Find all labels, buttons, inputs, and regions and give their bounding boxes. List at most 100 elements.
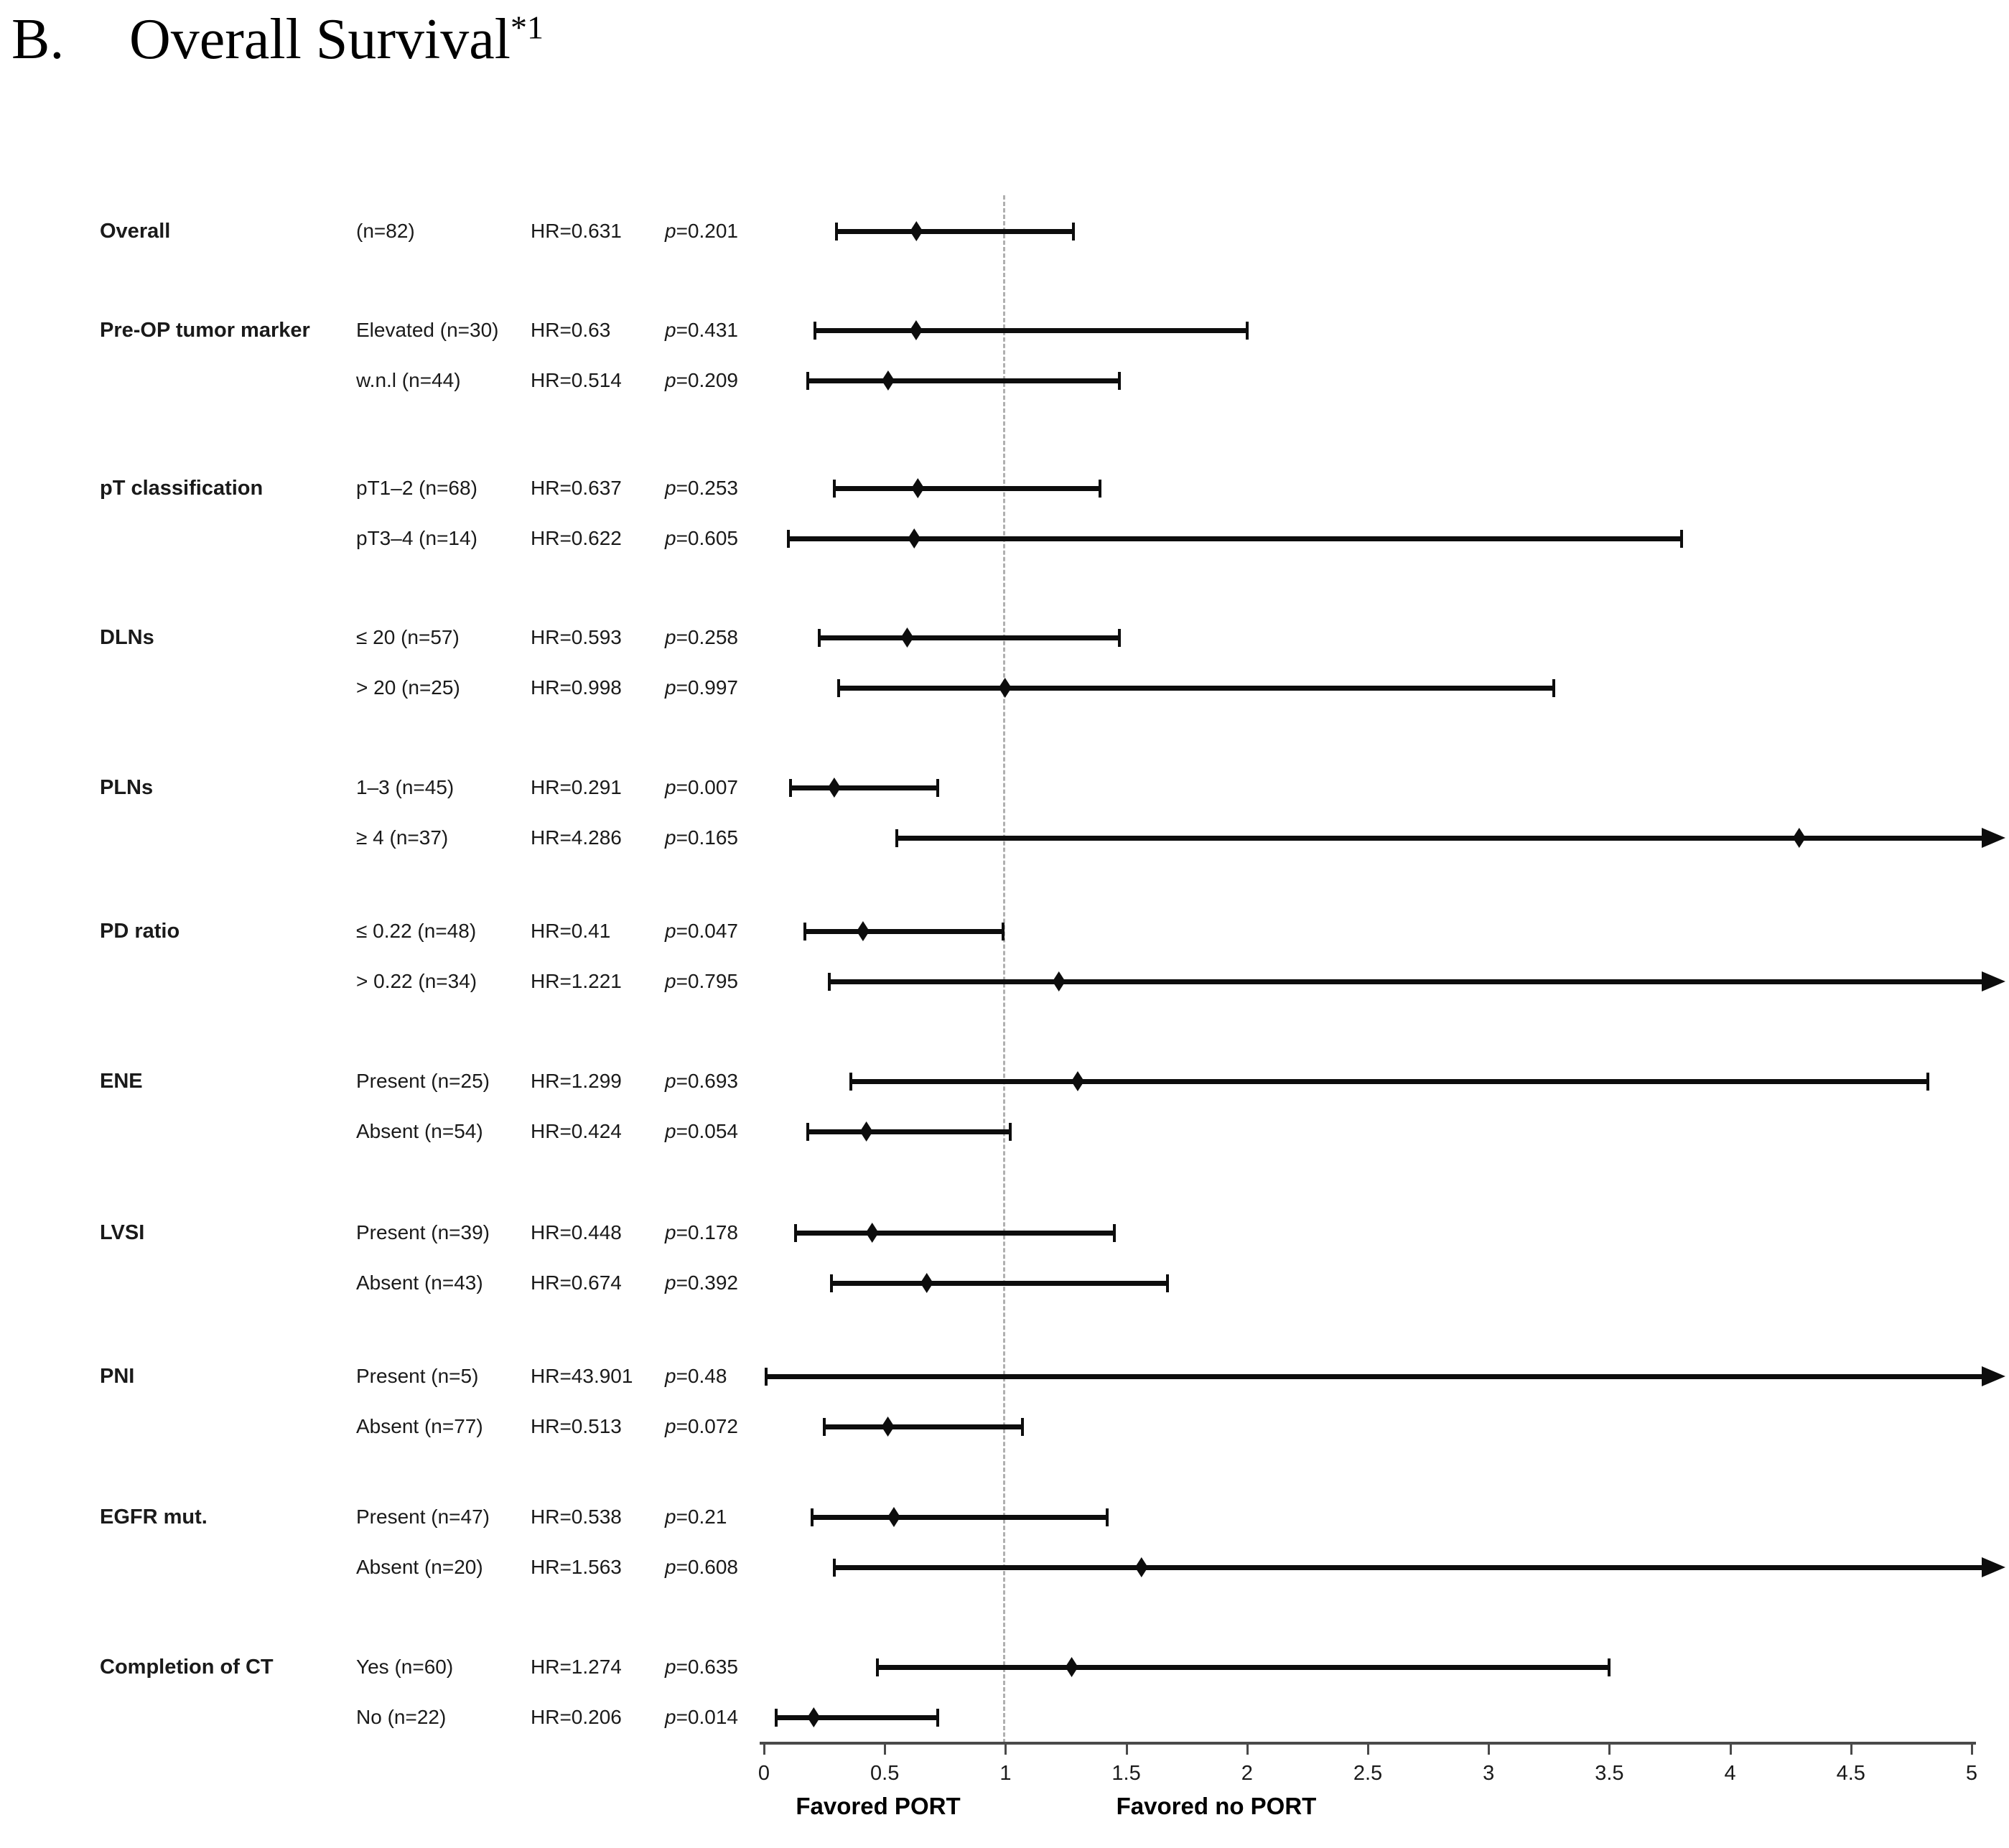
ci-cap-right bbox=[1552, 679, 1556, 697]
p-value: =0.165 bbox=[676, 826, 738, 849]
row-p-label: p=0.795 bbox=[665, 971, 738, 992]
ci-line bbox=[839, 686, 1554, 691]
p-value: =0.047 bbox=[676, 920, 738, 942]
row-p-label: p=0.431 bbox=[665, 319, 738, 341]
row-subgroup-label: Elevated (n=30) bbox=[356, 319, 499, 341]
row-subgroup-label: > 20 (n=25) bbox=[356, 676, 460, 699]
ci-cap-left bbox=[793, 1224, 797, 1242]
p-symbol: p bbox=[665, 676, 676, 699]
reference-line-hr1 bbox=[1003, 195, 1005, 1743]
ci-cap-left bbox=[832, 480, 836, 498]
row-p-label: p=0.007 bbox=[665, 777, 738, 798]
ci-cap-right bbox=[1105, 1508, 1109, 1526]
p-value: =0.635 bbox=[676, 1656, 738, 1678]
p-symbol: p bbox=[665, 319, 676, 341]
p-symbol: p bbox=[665, 1506, 676, 1528]
ci-line bbox=[836, 229, 1073, 234]
hr-point-marker bbox=[911, 478, 925, 498]
row-subgroup-label: pT3–4 (n=14) bbox=[356, 527, 477, 549]
x-axis-tick-label: 3.5 bbox=[1595, 1762, 1624, 1785]
ci-cap-left bbox=[789, 779, 792, 797]
ci-line bbox=[814, 328, 1247, 333]
x-axis-tick-label: 2 bbox=[1241, 1762, 1253, 1785]
row-hr-label: HR=0.513 bbox=[531, 1415, 622, 1437]
p-symbol: p bbox=[665, 477, 676, 499]
ci-line bbox=[897, 836, 1985, 841]
row-hr-label: HR=0.63 bbox=[531, 319, 611, 341]
row-hr-label: HR=0.622 bbox=[531, 527, 622, 549]
x-axis-tick-label: 3 bbox=[1483, 1762, 1495, 1785]
row-subgroup-label: 1–3 (n=45) bbox=[356, 776, 455, 798]
p-value: =0.608 bbox=[676, 1556, 738, 1578]
ci-cap-right bbox=[1245, 322, 1249, 340]
ci-cap-left bbox=[806, 372, 809, 390]
p-symbol: p bbox=[665, 220, 676, 242]
row-category-label: Pre-OP tumor marker bbox=[100, 319, 310, 342]
row-category-label: Overall bbox=[100, 220, 171, 243]
row-p-label: p=0.014 bbox=[665, 1707, 738, 1728]
row-category-label: PNI bbox=[100, 1365, 135, 1388]
ci-cap-right bbox=[1926, 1073, 1930, 1091]
row-subgroup-label: Yes (n=60) bbox=[356, 1656, 454, 1678]
x-axis-tick-label: 0 bbox=[758, 1762, 770, 1785]
figure-title-prefix: B. bbox=[11, 8, 65, 71]
row-p-label: p=0.258 bbox=[665, 627, 738, 648]
ci-cap-left bbox=[876, 1658, 880, 1676]
x-axis-tick bbox=[1729, 1743, 1732, 1755]
favored-no-port-label: Favored no PORT bbox=[1116, 1793, 1317, 1819]
hr-point-marker bbox=[920, 1273, 933, 1293]
x-axis-tick-label: 0.5 bbox=[870, 1762, 900, 1785]
row-p-label: p=0.693 bbox=[665, 1070, 738, 1092]
x-axis-tick bbox=[763, 1743, 765, 1755]
row-p-label: p=0.608 bbox=[665, 1557, 738, 1578]
x-axis-tick bbox=[1850, 1743, 1852, 1755]
ci-line bbox=[788, 536, 1682, 541]
p-value: =0.072 bbox=[676, 1415, 738, 1437]
row-hr-label: HR=1.274 bbox=[531, 1656, 622, 1678]
favored-port-label: Favored PORT bbox=[796, 1793, 961, 1819]
p-value: =0.392 bbox=[676, 1271, 738, 1294]
x-axis-tick bbox=[1971, 1743, 1973, 1755]
ci-line bbox=[791, 785, 938, 790]
row-hr-label: HR=0.674 bbox=[531, 1271, 622, 1294]
p-symbol: p bbox=[665, 1556, 676, 1578]
row-subgroup-label: Present (n=39) bbox=[356, 1221, 490, 1243]
row-subgroup-label: Absent (n=54) bbox=[356, 1120, 483, 1142]
row-subgroup-label: Present (n=25) bbox=[356, 1070, 490, 1092]
ci-cap-right bbox=[1098, 480, 1101, 498]
ci-cap-right bbox=[1165, 1274, 1169, 1292]
ci-line bbox=[812, 1515, 1107, 1520]
row-hr-label: HR=4.286 bbox=[531, 826, 622, 849]
ci-line bbox=[829, 979, 1985, 984]
ci-cap-right bbox=[1002, 923, 1005, 941]
ci-cap-right bbox=[936, 1709, 940, 1727]
row-subgroup-label: Absent (n=20) bbox=[356, 1556, 483, 1578]
hr-point-marker bbox=[865, 1223, 879, 1243]
row-p-label: p=0.178 bbox=[665, 1222, 738, 1243]
x-axis-tick bbox=[1608, 1743, 1611, 1755]
ci-line bbox=[775, 1715, 938, 1720]
p-value: =0.48 bbox=[676, 1365, 727, 1387]
row-hr-label: HR=0.41 bbox=[531, 920, 611, 942]
row-p-label: p=0.047 bbox=[665, 920, 738, 942]
row-hr-label: HR=43.901 bbox=[531, 1365, 633, 1387]
hr-point-marker bbox=[998, 678, 1012, 698]
row-category-label: Completion of CT bbox=[100, 1656, 274, 1679]
x-axis-tick bbox=[1246, 1743, 1249, 1755]
x-axis-tick-label: 1.5 bbox=[1111, 1762, 1141, 1785]
row-p-label: p=0.48 bbox=[665, 1366, 727, 1387]
row-subgroup-label: (n=82) bbox=[356, 220, 415, 242]
p-value: =0.258 bbox=[676, 626, 738, 648]
ci-line bbox=[805, 929, 1004, 934]
row-p-label: p=0.209 bbox=[665, 370, 738, 391]
row-hr-label: HR=0.593 bbox=[531, 626, 622, 648]
row-category-label: DLNs bbox=[100, 626, 154, 649]
ci-line bbox=[834, 1565, 1985, 1570]
row-hr-label: HR=1.221 bbox=[531, 970, 622, 992]
hr-point-marker bbox=[881, 1417, 895, 1437]
row-category-label: PD ratio bbox=[100, 920, 180, 943]
row-hr-label: HR=0.206 bbox=[531, 1706, 622, 1728]
ci-line bbox=[807, 378, 1119, 383]
ci-cap-left bbox=[806, 1123, 809, 1141]
